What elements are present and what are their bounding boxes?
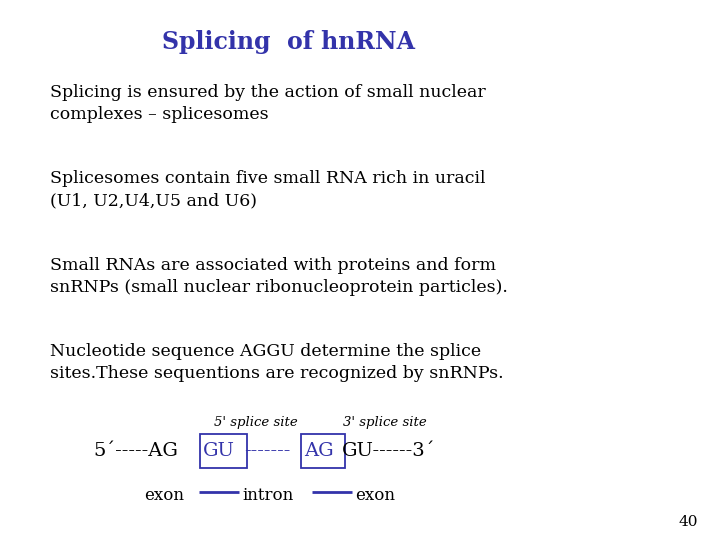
Text: Nucleotide sequence AGGU determine the splice
sites.These sequentions are recogn: Nucleotide sequence AGGU determine the s…: [50, 343, 504, 382]
Text: 40: 40: [679, 515, 698, 529]
Bar: [301, 434, 345, 468]
Text: 5' splice site: 5' splice site: [214, 416, 297, 429]
Text: Splicesomes contain five small RNA rich in uracil
(U1, U2,U4,U5 and U6): Splicesomes contain five small RNA rich …: [50, 170, 486, 210]
Text: GU: GU: [203, 442, 235, 460]
Text: -------: -------: [244, 442, 291, 460]
Bar: [200, 434, 247, 468]
Text: exon: exon: [356, 487, 395, 504]
Text: GU------3´: GU------3´: [342, 442, 436, 460]
Text: Small RNAs are associated with proteins and form
snRNPs (small nuclear ribonucle: Small RNAs are associated with proteins …: [50, 256, 508, 296]
Text: 3' splice site: 3' splice site: [343, 416, 427, 429]
Text: Splicing  of hnRNA: Splicing of hnRNA: [161, 30, 415, 53]
Text: intron: intron: [243, 487, 294, 504]
Text: 5´-----AG: 5´-----AG: [94, 442, 179, 460]
Text: Splicing is ensured by the action of small nuclear
complexes – splicesomes: Splicing is ensured by the action of sma…: [50, 84, 486, 123]
Text: exon: exon: [144, 487, 184, 504]
Text: AG: AG: [304, 442, 333, 460]
